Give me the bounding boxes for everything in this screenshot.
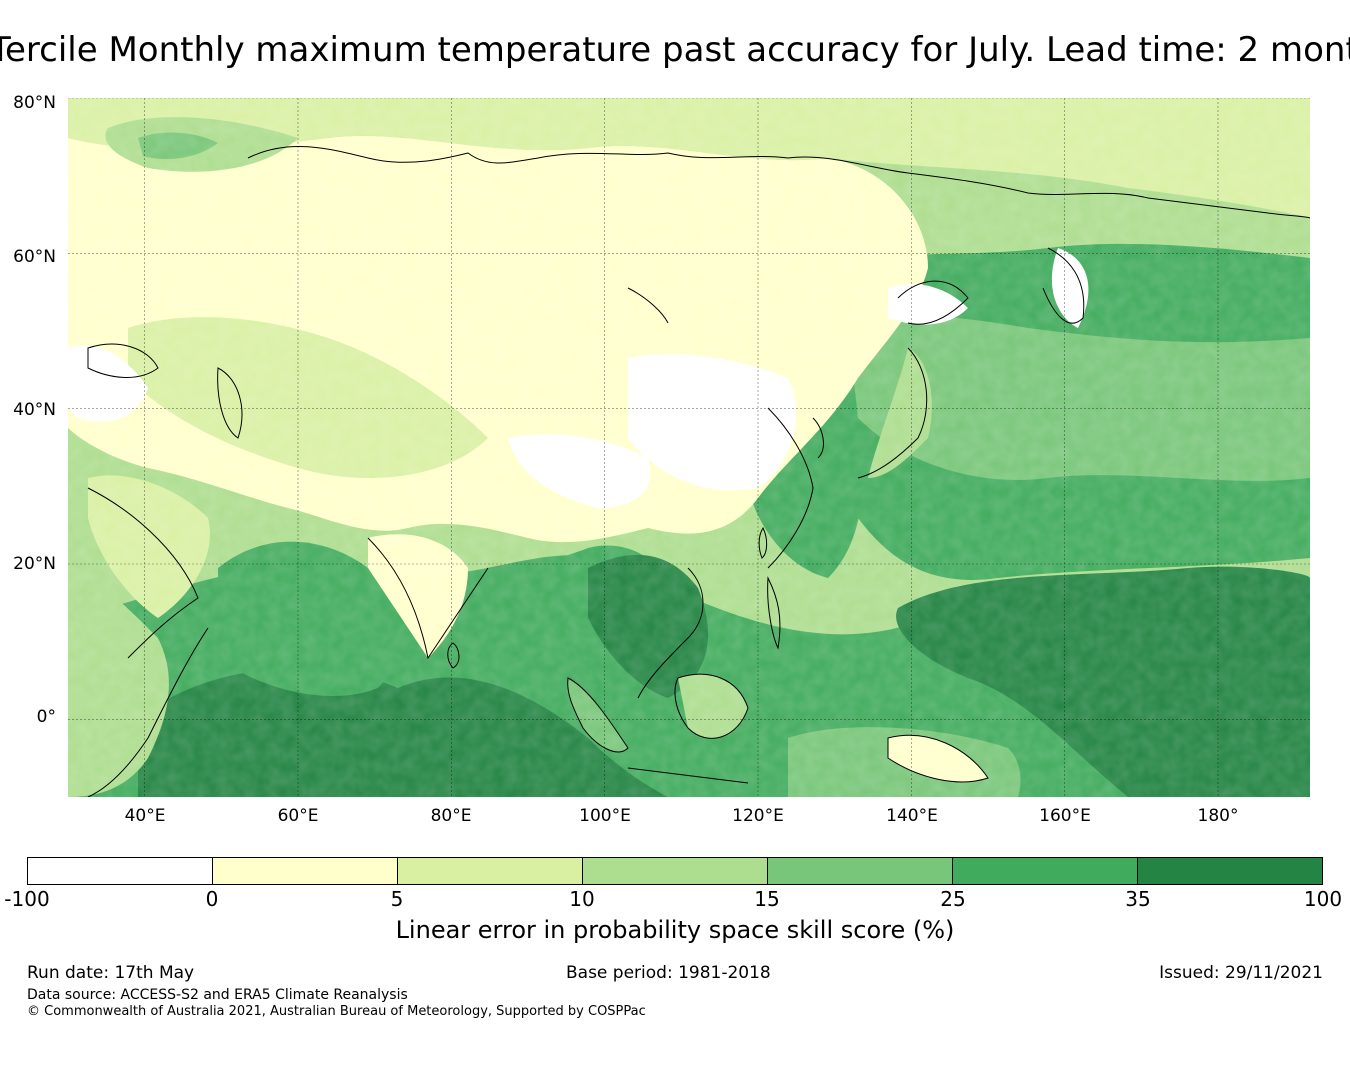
run-date: Run date: 17th May <box>27 963 195 983</box>
issued-date: Issued: 29/11/2021 <box>1159 963 1323 983</box>
coastline-baikal <box>627 287 669 324</box>
lat-label-equator: 0° <box>36 707 56 727</box>
skill-score-map <box>68 98 1310 797</box>
colorbar-label: Linear error in probability space skill … <box>395 916 955 944</box>
coastline-taiwan <box>758 526 768 559</box>
coastline-indochina <box>637 567 704 699</box>
colorbar-tick: 5 <box>390 887 404 911</box>
base-period: Base period: 1981-2018 <box>566 963 771 983</box>
lon-label-100e: 100°E <box>579 806 631 826</box>
colorbar-segment <box>953 858 1138 884</box>
colorbar-segment <box>768 858 953 884</box>
coastline-japan <box>857 347 928 479</box>
lat-label-60n: 60°N <box>13 247 56 267</box>
coastline-caspian <box>217 367 243 439</box>
map-texture <box>68 98 1310 797</box>
coastline-china-east <box>767 407 814 569</box>
coastline-philippines <box>767 576 781 650</box>
coastline-sumatra <box>567 677 629 753</box>
colorbar-segment <box>398 858 583 884</box>
coastline-arabia <box>87 487 199 659</box>
colorbar-segment <box>28 858 213 884</box>
lat-label-20n: 20°N <box>13 554 56 574</box>
lon-label-160e: 160°E <box>1039 806 1091 826</box>
colorbar <box>27 857 1323 885</box>
data-source: Data source: ACCESS-S2 and ERA5 Climate … <box>27 987 408 1003</box>
colorbar-tick: 15 <box>754 887 780 911</box>
colorbar-segment <box>583 858 768 884</box>
colorbar-tick: -100 <box>4 887 50 911</box>
graticule <box>68 98 1310 797</box>
colorbar-tick: 10 <box>569 887 595 911</box>
colorbar-tick: 100 <box>1303 887 1343 911</box>
coastline-korea <box>812 417 824 459</box>
lon-label-60e: 60°E <box>277 806 319 826</box>
coastline-okhotsk <box>897 280 969 325</box>
coastline-arctic <box>247 145 1310 219</box>
lon-label-180: 180° <box>1197 806 1239 826</box>
lon-label-40e: 40°E <box>124 806 166 826</box>
coastline-india <box>367 537 489 660</box>
colorbar-tick: 35 <box>1125 887 1151 911</box>
copyright: © Commonwealth of Australia 2021, Austra… <box>27 1004 646 1019</box>
coastline-africa <box>87 627 209 797</box>
chart-title: Tercile Monthly maximum temperature past… <box>0 30 1350 70</box>
coastline-sri-lanka <box>447 642 460 669</box>
colorbar-tick: 0 <box>205 887 219 911</box>
colorbar-segment <box>1138 858 1322 884</box>
colorbar-tick: 25 <box>940 887 966 911</box>
coastline-black-sea <box>87 343 159 378</box>
coastline-borneo <box>674 673 749 739</box>
lon-label-120e: 120°E <box>732 806 784 826</box>
coastline-java <box>627 767 749 784</box>
lat-label-80n: 80°N <box>13 93 56 113</box>
lon-label-80e: 80°E <box>430 806 472 826</box>
colorbar-segment <box>213 858 398 884</box>
lon-label-140e: 140°E <box>886 806 938 826</box>
lat-label-40n: 40°N <box>13 400 56 420</box>
